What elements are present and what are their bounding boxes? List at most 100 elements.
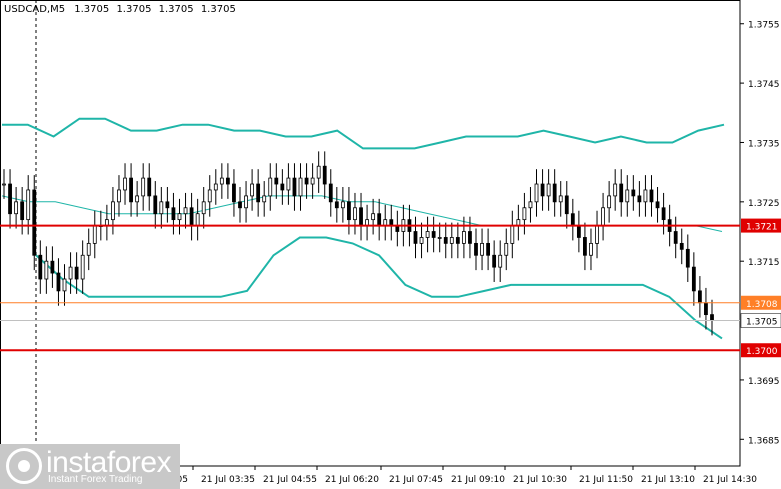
candle-body [522,207,527,221]
candle-body [340,201,345,209]
candle-body [353,207,357,221]
candle-body [510,225,515,244]
candle-body [32,189,37,256]
candle-body [274,177,279,185]
candle-body [2,183,6,186]
brand-tagline: Instant Forex Trading [48,474,143,485]
candle-body [359,207,363,226]
candle-body [704,302,708,316]
candle-body [697,290,702,304]
candle-body [56,272,61,292]
candle-body [117,189,121,203]
candle-body [135,195,140,203]
candle-body [68,266,73,280]
instaforex-logo: instaforex Instant Forex Trading [0,444,180,489]
candle-body [371,213,376,221]
candle-body [564,195,569,215]
candle-body [474,242,478,256]
candle-body [280,183,285,191]
candle-body [583,237,587,256]
y-tick-label: 1.3735 [748,139,780,149]
candle-body [201,201,206,215]
candle-body [14,201,19,215]
candle-body [189,207,194,226]
candle-body [153,195,158,215]
x-tick-label: 21 Jul 13:10 [641,475,695,485]
candle-body [129,177,133,203]
candle-body [219,177,224,185]
candle-body [710,314,714,321]
low-value: 1.3705 [158,4,194,15]
candle-body [44,260,49,280]
candle-body [540,183,545,197]
candle-body [92,225,97,244]
brand-name: instaforex [46,446,172,479]
candle-body [207,189,212,203]
candle-body [244,195,248,209]
logo-ring-icon [6,448,42,484]
open-value: 1.3705 [74,4,110,15]
candle-body [50,260,55,274]
candle-body [534,183,539,203]
candle-body [419,237,424,244]
candle-body [649,189,654,203]
candle-body [80,254,85,280]
candle-body [504,242,509,256]
candle-body [232,183,236,203]
candle-body [425,231,430,238]
candle-body [625,189,630,203]
candle-body [613,183,618,197]
bollinger-lower-line [35,236,723,340]
candle-body [238,201,242,209]
candle-body [558,195,563,203]
candle-body [159,201,164,215]
candle-body [679,242,684,250]
candle-body [546,183,551,197]
y-tick-label: 1.3725 [748,199,780,209]
candle-body [328,183,333,203]
candle-body [691,266,696,292]
candle-body [177,213,182,221]
plot-frame [0,0,741,467]
candle-body [685,248,690,268]
candle-body [213,183,218,191]
candle-body [431,231,436,238]
level-price-box [741,218,781,233]
candle-body [437,237,442,239]
candle-body [576,225,581,238]
x-tick-label: 21 Jul 09:10 [451,475,505,485]
candle-body [86,242,91,256]
candle-body [74,266,79,280]
x-tick-label: 21 Jul 14:30 [703,475,757,485]
candle-body [183,207,188,215]
candle-body [165,201,170,209]
candle-body [492,254,497,268]
candle-body [601,207,605,226]
candle-body [455,237,460,244]
x-tick-label: 21 Jul 07:45 [389,475,443,485]
y-tick-label: 1.3685 [748,436,780,446]
level-price-box [741,295,781,310]
candle-body [286,177,291,191]
candle-body [111,201,115,221]
candle-body [147,177,152,197]
high-value: 1.3705 [116,4,152,15]
candle-body [38,254,43,280]
candle-body [607,195,612,209]
candle-body [655,201,660,209]
candle-body [661,207,666,221]
level-price-label: 1.3721 [746,223,778,233]
candle-body [631,189,636,197]
candle-body [298,177,303,197]
candle-body [195,213,200,226]
candle-body [498,254,503,268]
candle-body [449,237,454,244]
current-price-label: 1.3705 [746,318,778,328]
candle-body [595,225,599,244]
y-tick-label: 1.3755 [748,21,780,31]
level-price-label: 1.3708 [746,300,778,310]
x-tick-label: 21 Jul 03:35 [201,475,255,485]
candle-body [250,183,255,197]
candle-body [304,177,309,185]
